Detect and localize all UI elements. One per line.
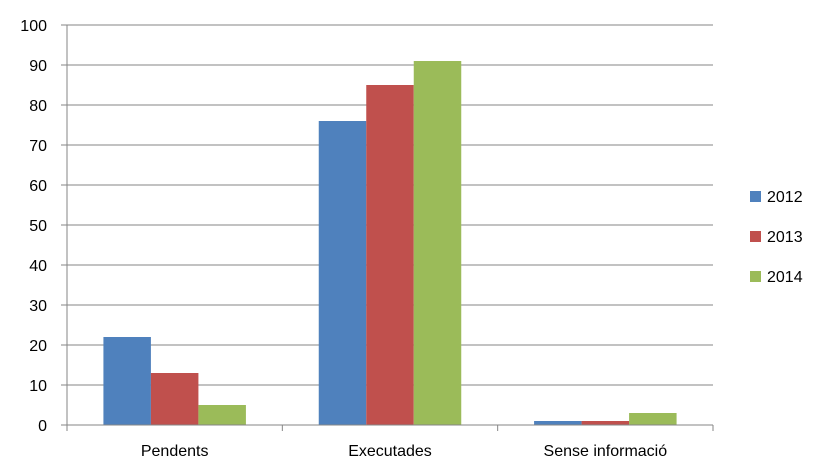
legend-label: 2014 [767,269,803,286]
y-axis-ticks: 0 10 20 30 40 50 60 70 80 90 100 [20,18,47,435]
bar-2014-2 [629,413,677,425]
legend-swatch-2014 [750,271,761,282]
x-tick-label: Pendents [141,443,209,460]
legend-swatch-2012 [750,191,761,202]
y-tick-label: 10 [29,378,47,395]
bars [103,61,677,425]
x-tick-label: Executades [348,443,432,460]
y-tick-label: 100 [20,18,47,35]
y-tick-label: 80 [29,98,47,115]
bar-2014-1 [413,61,462,425]
y-tick-label: 30 [29,298,47,315]
y-tick-label: 20 [29,338,47,355]
x-axis-ticks: Pendents Executades Sense informació [141,443,667,460]
legend: 2012 2013 2014 [750,189,803,286]
legend-swatch-2013 [750,231,761,242]
bar-2013-2 [581,421,630,425]
bar-2013-0 [150,373,199,425]
legend-label: 2012 [767,189,803,206]
y-tick-label: 60 [29,178,47,195]
y-tick-label: 40 [29,258,47,275]
bar-2012-1 [318,121,367,425]
y-tick-label: 0 [38,418,47,435]
bar-2012-0 [103,337,151,425]
legend-label: 2013 [767,229,803,246]
y-tick-label: 90 [29,58,47,75]
y-tick-label: 70 [29,138,47,155]
axes [61,24,714,431]
bar-2014-0 [198,405,246,425]
y-tick-label: 50 [29,218,47,235]
bar-2013-1 [366,85,414,425]
x-tick-label: Sense informació [544,443,668,460]
bar-2012-2 [534,421,582,425]
